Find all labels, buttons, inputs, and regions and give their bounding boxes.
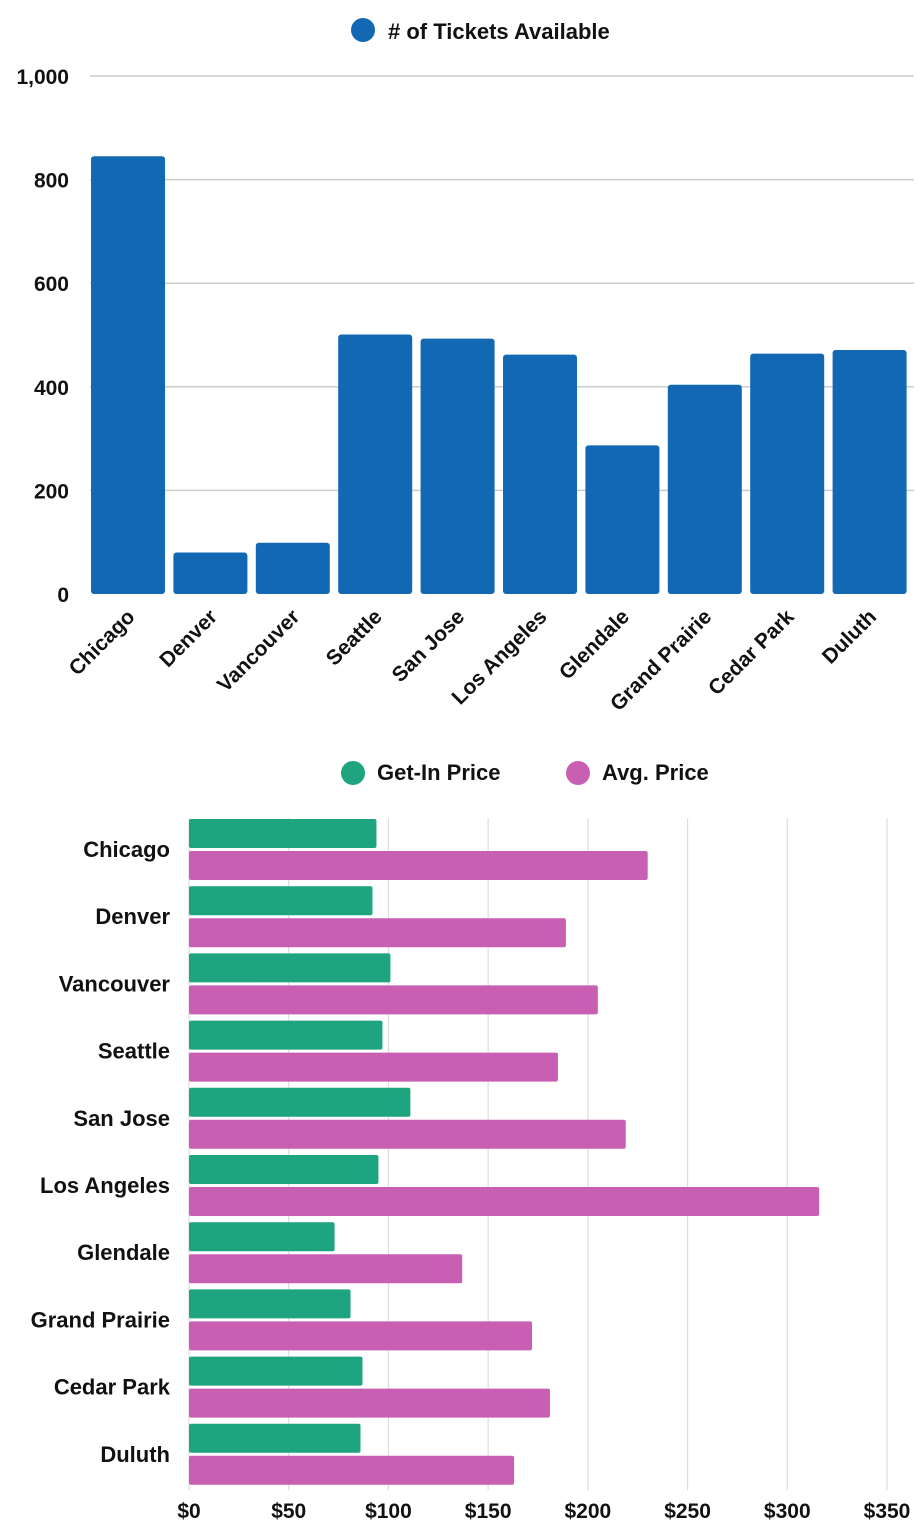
y-axis-ticks: 0 200 400 600 800 1,000 xyxy=(16,66,69,607)
bar-cedar-park xyxy=(750,353,825,594)
bar-avg-cedar-park xyxy=(189,1388,550,1418)
legend-swatch-tickets xyxy=(351,18,375,42)
bar-los-angeles xyxy=(503,354,577,594)
bar-grand-prairie xyxy=(667,384,742,594)
x-tick-label: $50 xyxy=(271,1500,306,1523)
bar-glendale xyxy=(585,445,660,594)
bar-avg-seattle xyxy=(189,1052,558,1082)
bar-get-in-cedar-park xyxy=(189,1356,363,1386)
bar-vancouver xyxy=(255,542,330,594)
y-tick-label: San Jose xyxy=(73,1106,170,1131)
x-tick-label: $0 xyxy=(177,1500,200,1523)
y-axis-labels: Chicago Denver Vancouver Seattle San Jose Los… xyxy=(31,837,171,1467)
tickets-bar-chart: # of Tickets Available 0 200 400 600 800 1,00… xyxy=(16,18,914,716)
legend-swatch-avg xyxy=(566,761,590,785)
bar-avg-denver xyxy=(189,918,566,948)
y-tick-label: Vancouver xyxy=(59,971,171,996)
x-tick-label: $100 xyxy=(365,1500,412,1523)
legend-swatch-get-in xyxy=(341,761,365,785)
bar-get-in-denver xyxy=(189,886,373,916)
bar-duluth xyxy=(832,350,907,594)
y-tick-label: Los Angeles xyxy=(40,1173,170,1198)
legend-label-get-in: Get-In Price xyxy=(377,760,500,785)
x-tick-label: $350 xyxy=(864,1500,911,1523)
x-tick-label: $300 xyxy=(764,1500,811,1523)
x-tick-label: $250 xyxy=(664,1500,711,1523)
bar-seattle xyxy=(338,334,413,594)
bar-avg-grand-prairie xyxy=(189,1321,533,1351)
x-tick-label: $200 xyxy=(564,1500,611,1523)
y-tick-label: Duluth xyxy=(100,1442,170,1467)
legend-label-avg: Avg. Price xyxy=(602,760,709,785)
y-tick-label: 0 xyxy=(57,584,69,607)
y-tick-label: Seattle xyxy=(98,1039,170,1064)
y-tick-label: Chicago xyxy=(83,837,170,862)
x-axis-ticks: $0 $50 $100 $150 $200 $250 $300 $350 xyxy=(177,1500,910,1523)
bar-avg-glendale xyxy=(189,1254,463,1284)
y-tick-label: 600 xyxy=(34,273,69,296)
bar-denver xyxy=(173,552,248,594)
bar-get-in-san-jose xyxy=(189,1087,411,1117)
bar-avg-chicago xyxy=(189,851,648,880)
x-tick-label: $150 xyxy=(465,1500,512,1523)
bar-avg-los-angeles xyxy=(189,1187,820,1216)
bar-get-in-duluth xyxy=(189,1423,361,1453)
y-tick-label: 400 xyxy=(34,377,69,400)
legend-label-tickets: # of Tickets Available xyxy=(388,19,610,44)
y-tick-label: 800 xyxy=(34,170,69,193)
y-tick-label: 1,000 xyxy=(16,66,69,89)
legend: Get-In Price Avg. Price xyxy=(341,760,709,785)
bar-san-jose xyxy=(420,338,495,594)
legend: # of Tickets Available xyxy=(351,18,610,44)
bar-avg-duluth xyxy=(189,1455,515,1485)
y-tick-label: Cedar Park xyxy=(54,1375,171,1400)
bar-get-in-los-angeles xyxy=(189,1155,379,1184)
bar-avg-vancouver xyxy=(189,985,598,1015)
y-tick-label: Grand Prairie xyxy=(31,1307,170,1332)
bar-get-in-grand-prairie xyxy=(189,1289,351,1319)
bar-avg-san-jose xyxy=(189,1119,626,1149)
bar-chicago xyxy=(91,156,165,595)
bars xyxy=(91,156,907,595)
bar-get-in-chicago xyxy=(189,819,377,848)
y-tick-label: 200 xyxy=(34,480,69,503)
bar-get-in-vancouver xyxy=(189,953,391,983)
bars xyxy=(189,819,820,1485)
y-tick-label: Glendale xyxy=(77,1240,170,1265)
y-tick-label: Denver xyxy=(95,904,170,929)
bar-get-in-seattle xyxy=(189,1020,383,1050)
bar-get-in-glendale xyxy=(189,1222,335,1252)
